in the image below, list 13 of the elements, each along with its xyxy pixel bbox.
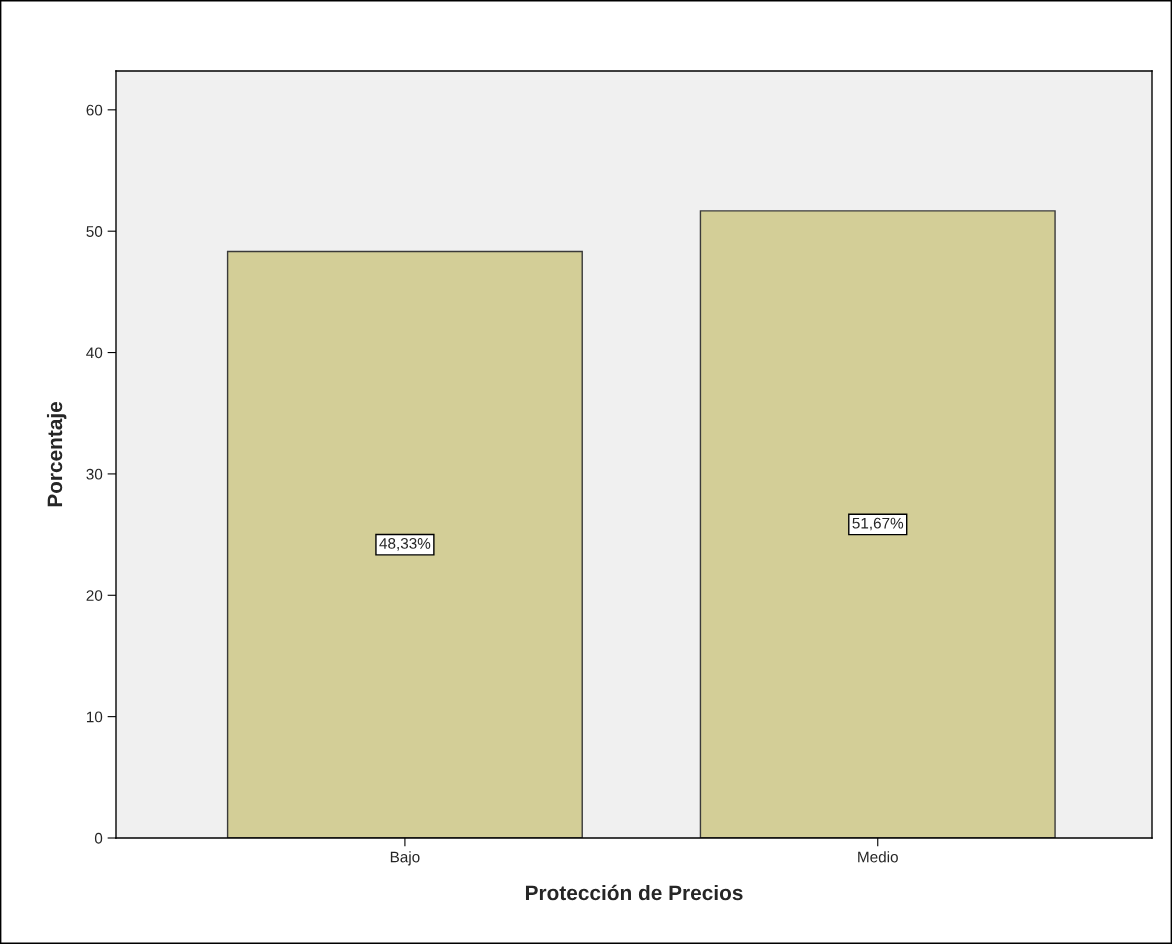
y-tick-label: 20: [86, 590, 103, 601]
y-tick-label: 50: [86, 226, 103, 237]
x-tick-label: Bajo: [390, 851, 420, 866]
x-axis-title: Protección de Precios: [525, 884, 743, 901]
y-tick-label: 0: [94, 832, 103, 844]
data-label: 48,33%: [379, 538, 431, 551]
y-tick-label: 30: [86, 468, 103, 480]
data-label: 51,67%: [852, 517, 904, 531]
y-tick-label: 40: [86, 347, 103, 359]
y-axis-title: Porcentaje: [46, 401, 67, 507]
y-tick-label: 10: [86, 711, 103, 723]
x-tick-label: Medio: [858, 851, 898, 863]
y-tick-label: 60: [86, 104, 103, 116]
